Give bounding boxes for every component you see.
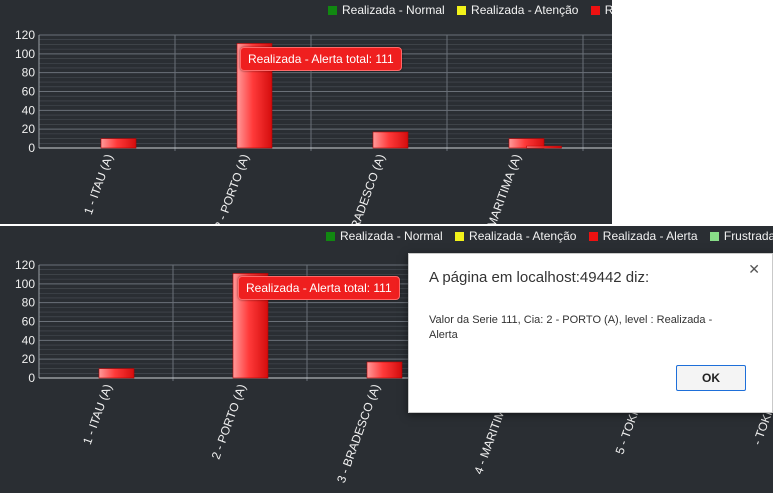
y-tick-label: 0 [28,141,35,155]
bar-tooltip: Realizada - Alerta total: 111 [240,47,402,71]
legend-swatch-atencao [455,232,465,241]
x-tick-label: 1 - ITAU (A) [81,152,116,216]
x-tick-label: 2 - PORTO (A) [209,382,249,461]
legend-item-normal[interactable]: Realizada - Normal [328,3,445,17]
x-tick-label: 3 - BRADESCO (A) [334,382,383,485]
x-tick-label: 4 - MARITIMA (A) [478,152,524,224]
bar[interactable] [372,131,409,149]
legend-item-normal[interactable]: Realizada - Normal [326,229,443,243]
legend-label: Realizada - Normal [340,229,443,243]
alert-dialog: A página em localhost:49442 diz: ✕ Valor… [408,253,773,413]
y-tick-label: 80 [22,66,36,80]
ok-button[interactable]: OK [676,365,746,391]
y-tick-label: 100 [15,47,35,61]
y-tick-label: 40 [22,333,36,347]
y-tick-label: 20 [22,122,36,136]
y-tick-label: 80 [22,296,36,310]
y-tick-label: 120 [15,258,35,272]
chart-legend: Realizada - Normal Realizada - Atenção R… [326,229,773,243]
legend-item-alerta[interactable]: Realizada - Alerta [588,229,698,243]
legend-swatch-normal [326,232,335,241]
legend-label: Realizada - Normal [342,3,445,17]
legend-swatch-alerta [588,232,598,241]
y-tick-label: 60 [22,85,36,99]
chart-top: Realizada - Normal Realizada - Atenção R… [0,0,612,224]
legend-swatch-normal [328,6,337,15]
x-tick-label: 1 - ITAU (A) [80,382,115,446]
x-tick-label: 2 - PORTO (A) [212,152,252,224]
bar-chart-plot: 0 20 40 60 80 100 120 1 - ITAU (A) 2 - PORTO (A)… [15,28,612,224]
legend-item-alerta[interactable]: R [590,3,612,17]
y-tick-label: 0 [28,371,35,385]
dialog-message: Valor da Serie 111, Cia: 2 - PORTO (A), … [429,314,713,341]
legend-label: R [604,3,612,17]
dialog-title: A página em localhost:49442 diz: [429,269,650,286]
y-tick-label: 40 [22,103,36,117]
legend-item-atencao[interactable]: Realizada - Atenção [455,229,576,243]
legend-item-frustrada[interactable]: Frustrada [709,229,773,243]
x-tick-label: 3 - BRADESCO (A) [339,152,388,224]
legend-label: Realizada - Alerta [602,229,698,243]
legend-swatch-atencao [457,6,467,15]
bar[interactable] [526,145,562,149]
close-icon[interactable]: ✕ [748,261,760,277]
bar[interactable] [98,368,135,379]
legend-swatch-frustrada [709,232,719,241]
legend-label: Frustrada [723,229,773,243]
legend-swatch-alerta [590,6,600,15]
legend-label: Realizada - Atenção [469,229,577,243]
y-tick-label: 60 [22,315,36,329]
bar[interactable] [366,361,403,379]
y-tick-label: 100 [15,277,35,291]
bar[interactable] [100,138,137,149]
y-tick-label: 20 [22,352,36,366]
legend-item-atencao[interactable]: Realizada - Atenção [457,3,578,17]
chart-legend: Realizada - Normal Realizada - Atenção R [328,3,612,17]
legend-label: Realizada - Atenção [471,3,579,17]
y-tick-label: 120 [15,28,35,42]
bar-tooltip: Realizada - Alerta total: 111 [238,276,400,300]
